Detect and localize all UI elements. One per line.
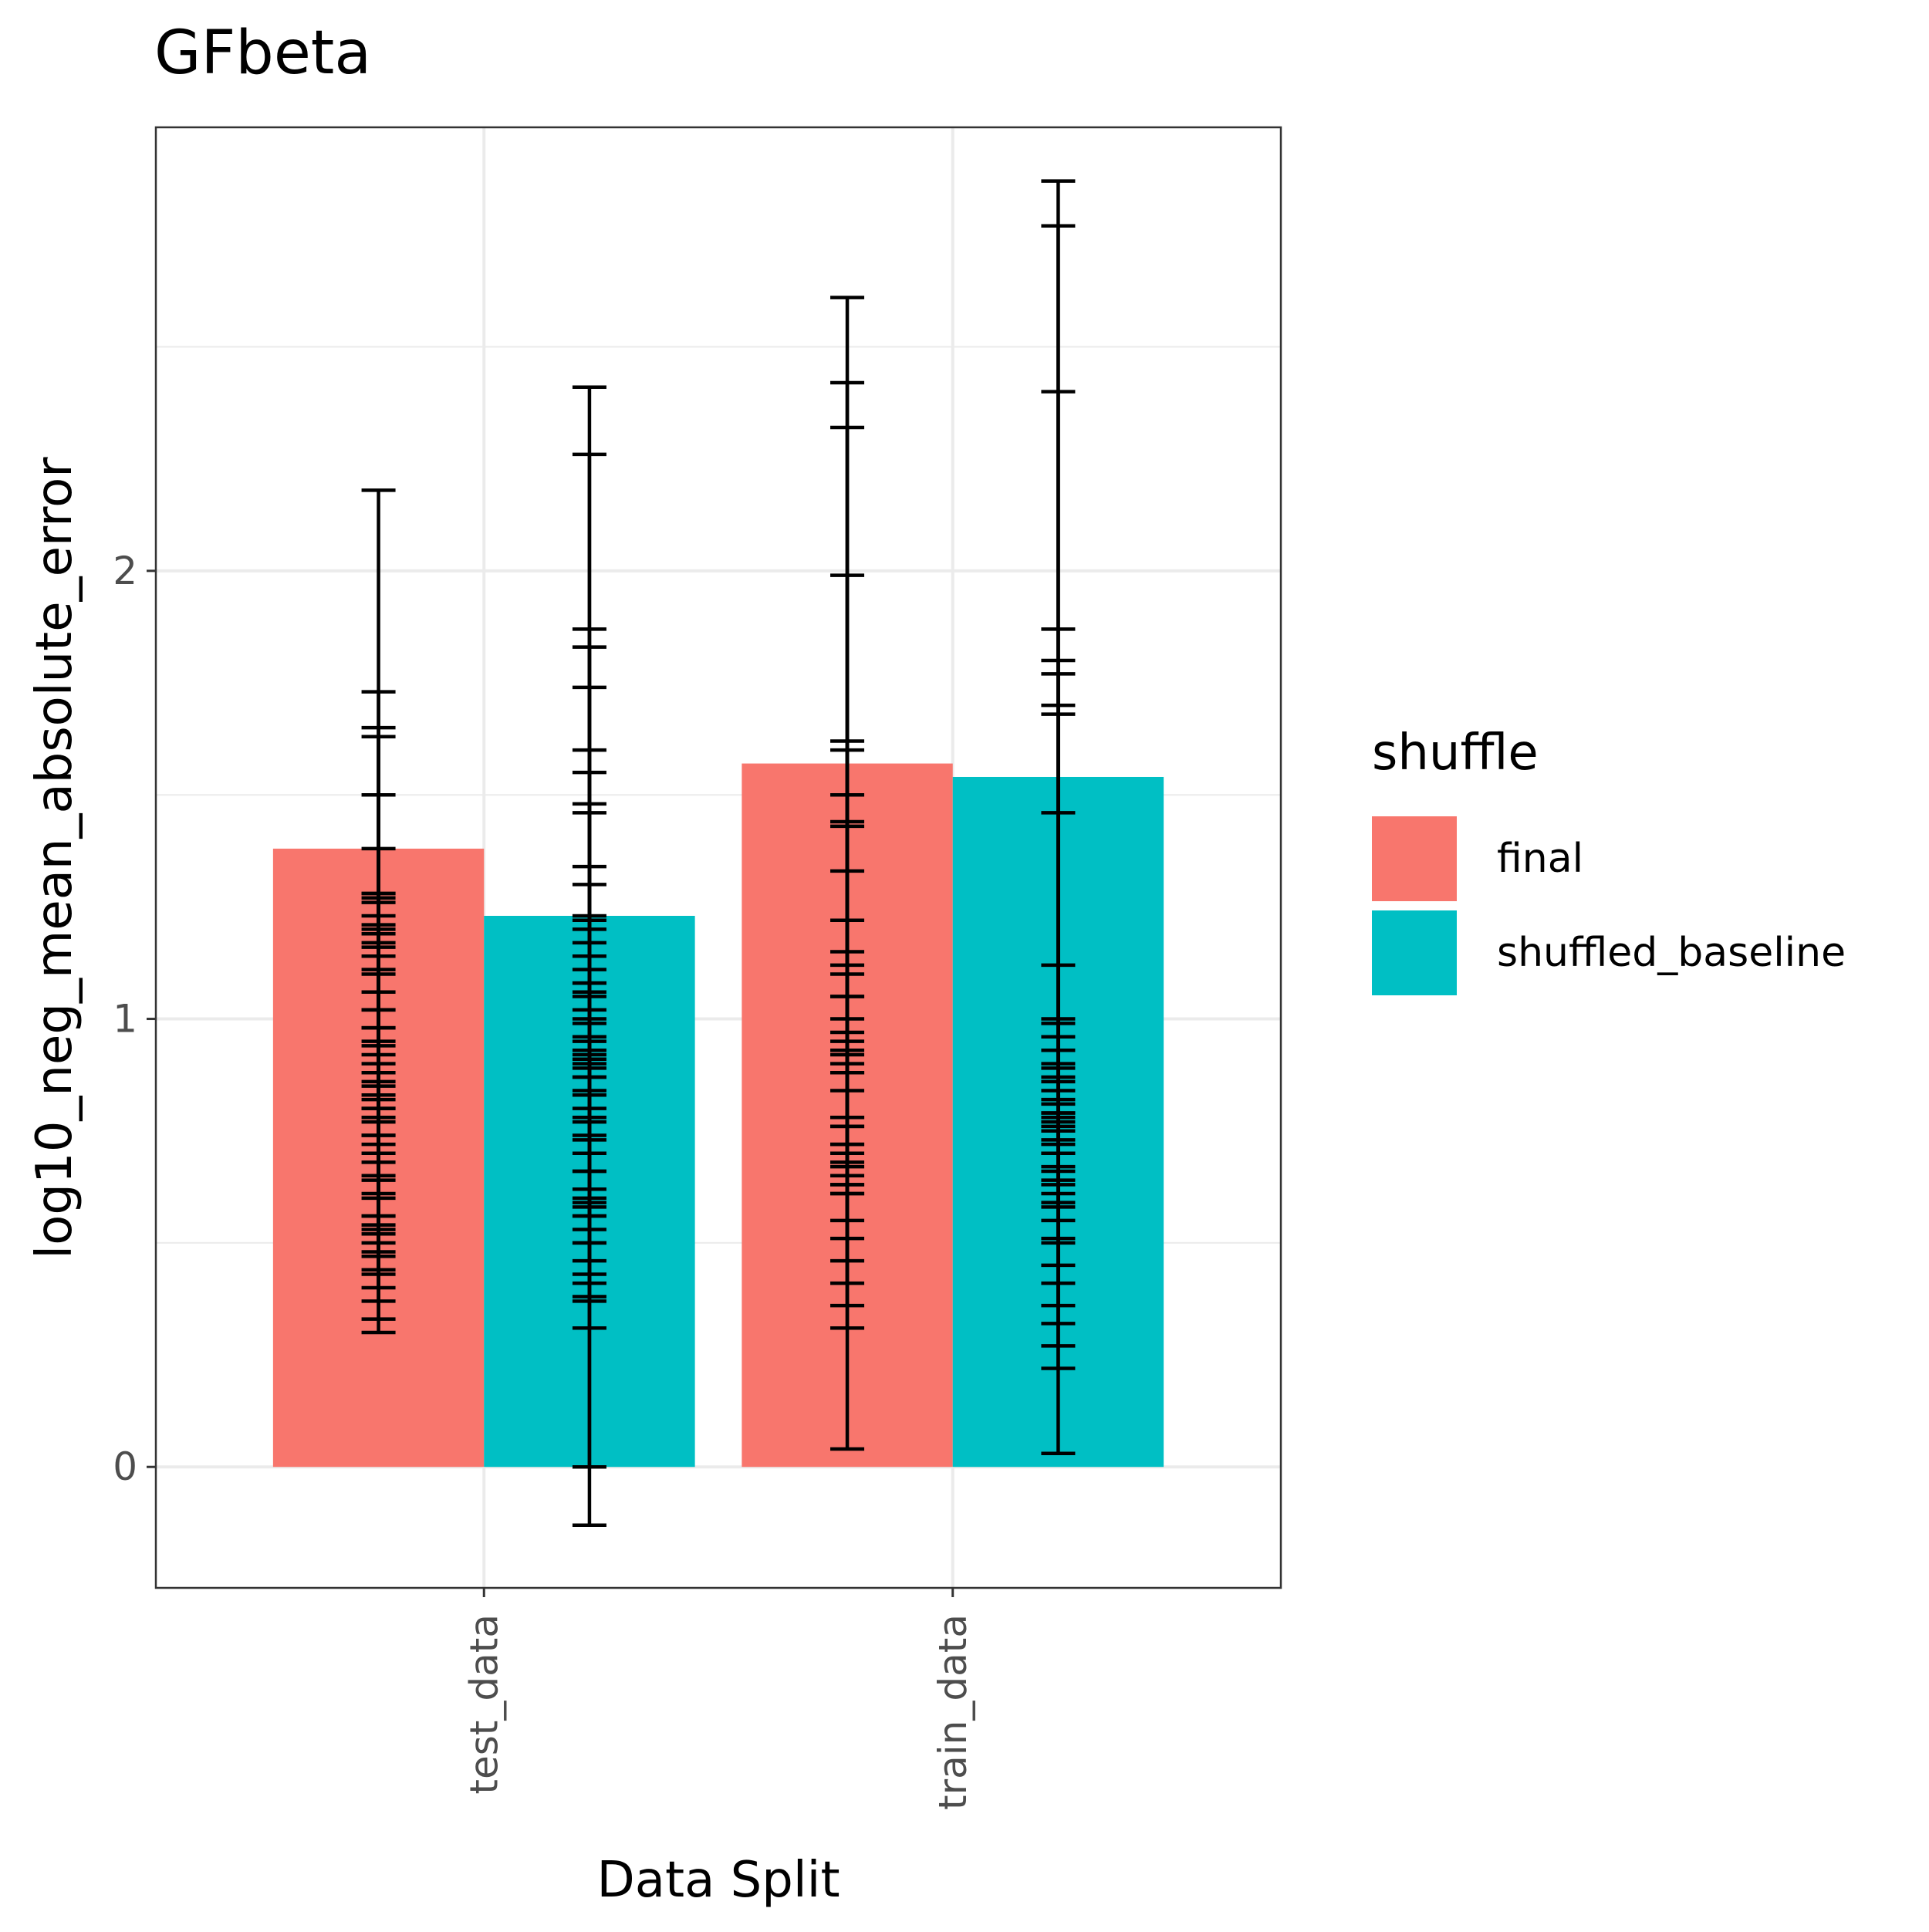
error-bar-final-test_data: [361, 891, 396, 1276]
legend-item-final: final: [1372, 816, 1583, 901]
legend-item-shuffled_baseline: shuffled_baseline: [1372, 910, 1846, 995]
plot-panel-border: [154, 126, 1282, 1589]
legend-label: shuffled_baseline: [1497, 930, 1846, 976]
axes: 0 1 2 test_data train_data: [113, 549, 975, 1810]
legend-key: [1372, 910, 1457, 995]
y-tick-label: 0: [113, 1444, 137, 1489]
legend-items: final shuffled_baseline: [1372, 816, 1846, 995]
x-tick-label: test_data: [461, 1614, 506, 1795]
error-bar-final-train_data: [830, 950, 865, 1196]
y-tick-label: 1: [113, 997, 137, 1042]
x-tick-label: train_data: [931, 1614, 975, 1810]
x-axis-label: Data Split: [596, 1852, 840, 1909]
chart-title: GFbeta: [154, 19, 371, 88]
y-axis-label: log10_neg_mean_absolute_error: [26, 457, 83, 1259]
y-tick-label: 2: [113, 549, 137, 593]
error-bar-shuffled_baseline-train_data: [1041, 1035, 1076, 1223]
legend-key: [1372, 816, 1457, 901]
legend-title: shuffle: [1372, 724, 1539, 782]
legend: shuffle final shuffled_baseline: [1372, 724, 1846, 995]
error-bars: [361, 179, 1076, 1527]
legend-label: final: [1497, 836, 1583, 882]
error-bar-shuffled_baseline-test_data: [572, 918, 606, 1263]
